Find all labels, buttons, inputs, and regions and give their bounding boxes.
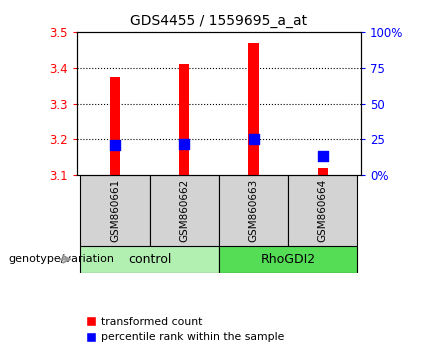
Bar <box>81 246 219 273</box>
Bar <box>288 175 357 246</box>
Text: GSM860664: GSM860664 <box>318 179 328 242</box>
Bar <box>248 42 259 175</box>
Legend: transformed count, percentile rank within the sample: transformed count, percentile rank withi… <box>82 313 289 347</box>
Bar <box>219 175 288 246</box>
Bar <box>318 168 328 175</box>
Text: control: control <box>128 253 171 266</box>
Bar <box>81 175 150 246</box>
Text: genotype/variation: genotype/variation <box>9 254 115 264</box>
Text: GSM860663: GSM860663 <box>249 179 259 242</box>
Point <box>181 141 188 147</box>
Title: GDS4455 / 1559695_a_at: GDS4455 / 1559695_a_at <box>130 14 308 28</box>
Text: GSM860662: GSM860662 <box>179 179 189 242</box>
Text: GSM860661: GSM860661 <box>110 179 120 242</box>
Text: RhoGDI2: RhoGDI2 <box>260 253 315 266</box>
Bar <box>219 246 357 273</box>
Bar <box>110 77 120 175</box>
Point <box>112 142 119 148</box>
Bar <box>150 175 219 246</box>
Point <box>319 153 326 158</box>
Bar <box>179 64 190 175</box>
Point <box>250 137 257 142</box>
